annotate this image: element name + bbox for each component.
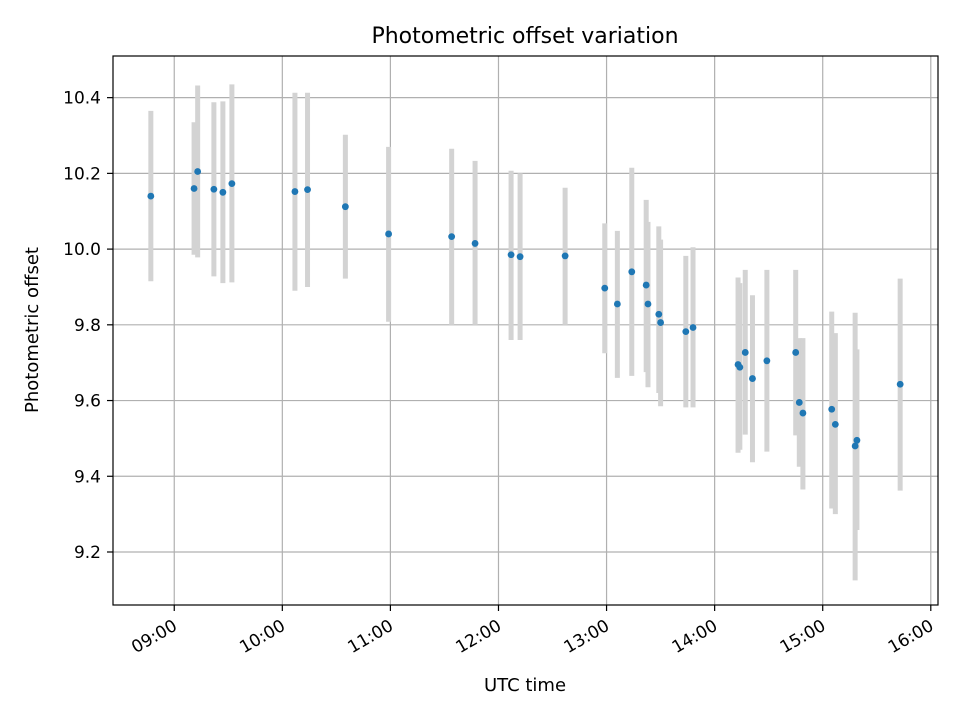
data-point — [194, 168, 202, 175]
y-tick-label: 9.6 — [74, 392, 101, 412]
data-point — [507, 251, 515, 259]
data-point — [613, 300, 621, 308]
data-point — [736, 363, 744, 371]
data-point — [763, 357, 771, 365]
data-point — [655, 310, 663, 318]
data-point — [792, 349, 800, 356]
data-points — [147, 168, 904, 450]
plot-frame — [112, 55, 939, 606]
data-point — [471, 240, 479, 247]
data-point — [896, 380, 904, 388]
data-point — [851, 442, 859, 450]
data-point — [644, 300, 652, 308]
data-point — [799, 409, 807, 417]
y-tick-label: 9.2 — [74, 543, 101, 563]
y-axis-ticks: 9.2 9.4 9.6 9.8 10.0 10.2 10.4 — [63, 89, 113, 563]
x-axis-label: UTC time — [484, 675, 566, 696]
data-point — [385, 230, 393, 238]
data-point — [831, 420, 839, 428]
y-tick-label: 9.8 — [74, 316, 101, 336]
data-point — [448, 233, 456, 241]
data-point — [628, 268, 636, 276]
data-point — [795, 399, 803, 406]
data-point — [190, 185, 198, 192]
data-point — [689, 324, 697, 331]
data-point — [516, 253, 524, 261]
data-point — [219, 188, 227, 196]
data-point — [210, 185, 218, 193]
data-point — [601, 284, 609, 292]
data-point — [749, 375, 756, 382]
y-tick-label: 10.0 — [63, 240, 101, 260]
data-point — [642, 281, 650, 289]
data-point — [853, 436, 861, 444]
data-point — [741, 349, 749, 356]
data-point — [291, 188, 299, 195]
data-point — [228, 180, 236, 187]
data-point — [657, 319, 664, 326]
data-point — [561, 252, 569, 260]
data-point — [341, 203, 349, 211]
y-tick-label: 10.4 — [63, 89, 101, 109]
data-point — [147, 192, 155, 200]
data-point — [682, 328, 690, 336]
y-axis-label: Photometric offset — [22, 247, 43, 413]
y-tick-label: 9.4 — [74, 467, 101, 487]
y-tick-label: 10.2 — [63, 164, 101, 184]
chart-title: Photometric offset variation — [371, 24, 678, 49]
data-point — [828, 405, 836, 413]
data-point — [304, 186, 311, 194]
